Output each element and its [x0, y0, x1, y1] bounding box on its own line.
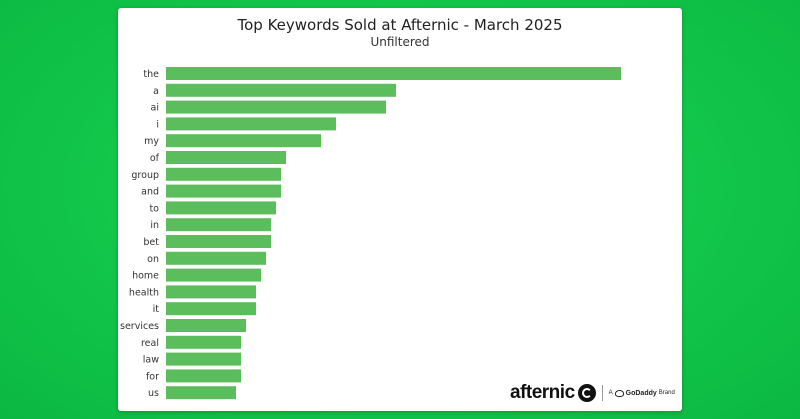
- category-label-health: health: [129, 287, 159, 298]
- category-label-for: for: [146, 371, 159, 382]
- category-label-it: it: [153, 304, 160, 315]
- chart-title: Top Keywords Sold at Afternic - March 20…: [237, 16, 563, 34]
- bar-i: [166, 117, 336, 131]
- brand-tag-prefix: A: [608, 390, 613, 396]
- category-label-a: a: [153, 86, 159, 97]
- godaddy-logo-icon: [614, 389, 624, 397]
- bar-ai: [166, 100, 386, 114]
- bar-chart: the a ai i my of group and to in bet on home health it…: [120, 67, 621, 400]
- category-label-in: in: [150, 220, 159, 231]
- category-label-i: i: [156, 119, 159, 130]
- category-label-ai: ai: [151, 103, 159, 114]
- godaddy-brand-tag: A GoDaddy Brand: [608, 389, 675, 397]
- category-label-home: home: [132, 271, 159, 282]
- category-label-my: my: [144, 136, 159, 147]
- category-label-to: to: [149, 203, 159, 214]
- category-label-bet: bet: [143, 237, 159, 248]
- bar-on: [166, 251, 266, 265]
- bar-the: [166, 67, 621, 80]
- category-label-and: and: [141, 187, 159, 198]
- bar-in: [166, 218, 271, 232]
- category-label-group: group: [131, 170, 159, 181]
- category-label-law: law: [143, 355, 159, 366]
- category-label-of: of: [150, 153, 160, 164]
- chart-card: Top Keywords Sold at Afternic - March 20…: [118, 8, 682, 411]
- afternic-logo-text: afternic: [510, 382, 575, 403]
- category-label-services: services: [120, 321, 159, 332]
- bars-group: [166, 67, 621, 400]
- bar-my: [166, 134, 321, 148]
- bar-it: [166, 302, 256, 316]
- brand-divider: [601, 385, 603, 401]
- category-label-real: real: [141, 338, 159, 349]
- bar-a: [166, 83, 396, 97]
- bar-home: [166, 268, 261, 282]
- bar-and: [166, 184, 281, 198]
- bar-to: [166, 201, 276, 215]
- bar-us: [166, 386, 236, 400]
- bar-health: [166, 285, 256, 299]
- chart-subtitle: Unfiltered: [370, 35, 430, 49]
- bar-law: [166, 352, 241, 366]
- category-label-on: on: [147, 254, 159, 265]
- category-label-us: us: [148, 388, 159, 399]
- category-labels-group: the a ai i my of group and to in bet on home health it…: [120, 69, 160, 399]
- brand-tag-company: GoDaddy: [625, 389, 657, 397]
- bar-group: [166, 167, 281, 181]
- bar-bet: [166, 235, 271, 248]
- afternic-logo-icon: [577, 384, 596, 402]
- bar-real: [166, 335, 241, 349]
- bar-for: [166, 369, 241, 383]
- afternic-brand: afternic A GoDaddy Brand: [510, 382, 675, 404]
- brand-tag-suffix: Brand: [658, 390, 675, 396]
- bar-of: [166, 151, 286, 164]
- bar-services: [166, 319, 246, 332]
- category-label-the: the: [143, 69, 159, 80]
